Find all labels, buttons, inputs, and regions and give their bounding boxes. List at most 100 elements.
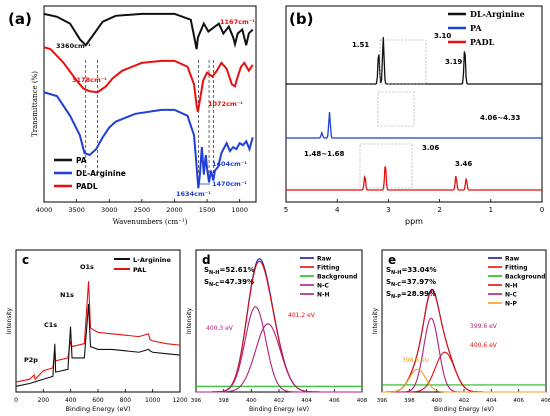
panel-e-xtick-label: 404 xyxy=(486,398,497,404)
panel-b: 5 4 3 2 1 0 (b) ppm 1.51 3.10 3.19 4.06~4.33 1.48~1.… xyxy=(284,5,544,226)
panel-d-legend-label: Fitting xyxy=(317,265,340,272)
panel-a-annotation: 3178cm⁻¹ xyxy=(72,76,107,84)
panel-b-xlabel: ppm xyxy=(405,217,423,226)
panel-a-annotation: 1167cm⁻¹ xyxy=(220,18,255,26)
panel-a: 4000 3500 3000 2500 2000 1500 1000 (a) Wavenumbe… xyxy=(8,5,257,226)
panel-c-legend-label: L-Arginine xyxy=(133,256,171,264)
panel-c-xtick-label: 1200 xyxy=(172,397,187,404)
panel-d-xtick-label: 400 xyxy=(246,398,257,404)
panel-b-peak-label: 3.06 xyxy=(422,144,439,152)
panel-e-series-n-c xyxy=(382,317,546,393)
panel-d-legend-label: Raw xyxy=(317,256,332,263)
panel-e-legend-label: N-C xyxy=(505,292,518,299)
panel-d-xlabel: Binding Energy (eV) xyxy=(249,406,309,413)
panel-d-xtick-label: 398 xyxy=(218,398,229,404)
panel-b-peak-label: 1.48~1.68 xyxy=(304,150,345,158)
panel-c-xlabel: Binding Energy (eV) xyxy=(66,405,131,413)
panel-a-series-pa xyxy=(43,12,254,50)
panel-d: 396 398 400 402 404 406 408 d Binding Energy (eV… xyxy=(186,249,368,413)
panel-e-xtick-label: 408 xyxy=(541,398,550,404)
panel-e-legend-label: Raw xyxy=(505,256,520,263)
panel-d-xtick-label: 404 xyxy=(301,398,312,404)
panel-d-stat-value: =52.61% xyxy=(220,266,255,274)
panel-e-xtick-label: 396 xyxy=(377,398,388,404)
panel-d-ylabel: Intensity xyxy=(186,307,193,334)
panel-e-stat-symbol: S xyxy=(386,290,391,298)
panel-e-stat-subscript: N-C xyxy=(391,282,401,288)
panel-c-peak-label: P2p xyxy=(24,356,38,364)
panel-e-stat-value: =37.97% xyxy=(401,278,436,286)
panel-b-label: (b) xyxy=(289,10,313,28)
panel-e-stat-symbol: S xyxy=(386,278,391,286)
panel-b-peak-label: 4.06~4.33 xyxy=(480,114,521,122)
panel-e-stat: SN-H=33.04% xyxy=(386,266,437,276)
panel-c-ylabel: Intensity xyxy=(6,307,13,334)
panel-d-legend-label: N-H xyxy=(317,292,330,299)
panel-c-peak-label: O1s xyxy=(80,263,94,271)
panel-e-legend-label: N-H xyxy=(505,283,518,290)
panel-b-molecule-padl xyxy=(359,143,413,189)
panel-d-xtick-label: 402 xyxy=(274,398,285,404)
panel-d-stat-symbol: S xyxy=(204,266,209,274)
panel-d-series-n-h xyxy=(196,323,362,393)
panel-e-ylabel: Intensity xyxy=(372,307,379,334)
panel-d-stat-subscript: N-C xyxy=(209,282,219,288)
panel-e-legend-label: N-P xyxy=(505,301,518,308)
panel-c-label: c xyxy=(22,253,29,267)
panel-a-series-padl xyxy=(43,46,254,113)
panel-c-xtick-label: 200 xyxy=(38,397,50,404)
panel-b-molecule-arginine xyxy=(379,39,427,85)
panel-a-legend-label: PADL xyxy=(76,182,98,191)
panel-e-xtick-label: 402 xyxy=(459,398,470,404)
panel-d-series-n-c xyxy=(196,306,362,393)
panel-e-xlabel: Binding Energy (eV) xyxy=(434,406,494,413)
panel-c-xtick-label: 600 xyxy=(92,397,104,404)
panel-c-frame xyxy=(15,249,181,393)
panel-e: 396 398 400 402 404 406 408 e Binding Energy (eV… xyxy=(372,249,550,413)
panel-a-legend-label: DL-Arginine xyxy=(76,169,126,178)
panel-b-series-pa xyxy=(286,111,542,139)
panel-e-series-fitting xyxy=(382,290,546,393)
panel-c: 0 200 400 600 800 1000 1200 c Binding Energy (eV… xyxy=(6,249,188,413)
panel-e-series-raw xyxy=(382,288,546,393)
panel-c-peak-label: N1s xyxy=(60,291,74,299)
panel-e-stat-subscript: N-H xyxy=(391,270,401,276)
panel-b-peak-label: 3.19 xyxy=(445,58,462,66)
panel-b-peak-label: 3.10 xyxy=(434,32,451,40)
panel-b-frame xyxy=(285,5,543,203)
panel-b-xtick-label: 5 xyxy=(284,206,288,214)
panel-e-legend-label: Fitting xyxy=(505,265,528,272)
panel-d-xtick-label: 406 xyxy=(329,398,340,404)
panel-d-annotation: 401.2 eV xyxy=(288,312,316,319)
panel-d-stat-subscript: N-H xyxy=(209,270,219,276)
panel-a-xtick-label: 2000 xyxy=(166,206,183,214)
panel-e-annotation: 399.6 eV xyxy=(470,323,498,330)
panel-d-label: d xyxy=(202,253,211,267)
panel-e-annotation: 398.6 eV xyxy=(402,357,430,364)
panel-b-series-padl xyxy=(286,166,542,191)
panel-c-xtick-label: 800 xyxy=(120,397,132,404)
panel-a-xtick-label: 3500 xyxy=(68,206,85,214)
panel-d-xtick-label: 396 xyxy=(191,398,202,404)
panel-b-peak-label: 1.51 xyxy=(352,41,369,49)
panel-c-xtick-label: 400 xyxy=(65,397,77,404)
panel-a-series-dl-arginine xyxy=(43,91,254,189)
panel-b-xtick-label: 3 xyxy=(386,206,390,214)
panel-d-stat: SN-H=52.61% xyxy=(204,266,255,276)
panel-d-stat-symbol: S xyxy=(204,278,209,286)
panel-a-xtick-label: 4000 xyxy=(36,206,53,214)
panel-b-xtick-label: 1 xyxy=(489,206,493,214)
panel-a-annotation: 1072cm⁻¹ xyxy=(208,100,243,108)
panel-e-stat: SN-C=37.97% xyxy=(386,278,436,288)
panel-a-annotation: 1404cm⁻¹ xyxy=(212,160,247,168)
panel-a-xlabel: Wavenumbers (cm⁻¹) xyxy=(113,218,188,226)
panel-b-legend-label: DL-Arginine xyxy=(470,9,525,19)
panel-c-legend-label: PAL xyxy=(133,266,146,274)
panel-e-stat-value: =28.99% xyxy=(401,290,436,298)
panel-b-xtick-label: 4 xyxy=(335,206,340,214)
panel-e-legend-label: Background xyxy=(505,274,545,281)
panel-e-label: e xyxy=(388,253,396,267)
panel-b-series-dl-arginine xyxy=(286,37,542,85)
panel-d-xtick-label: 408 xyxy=(357,398,368,404)
